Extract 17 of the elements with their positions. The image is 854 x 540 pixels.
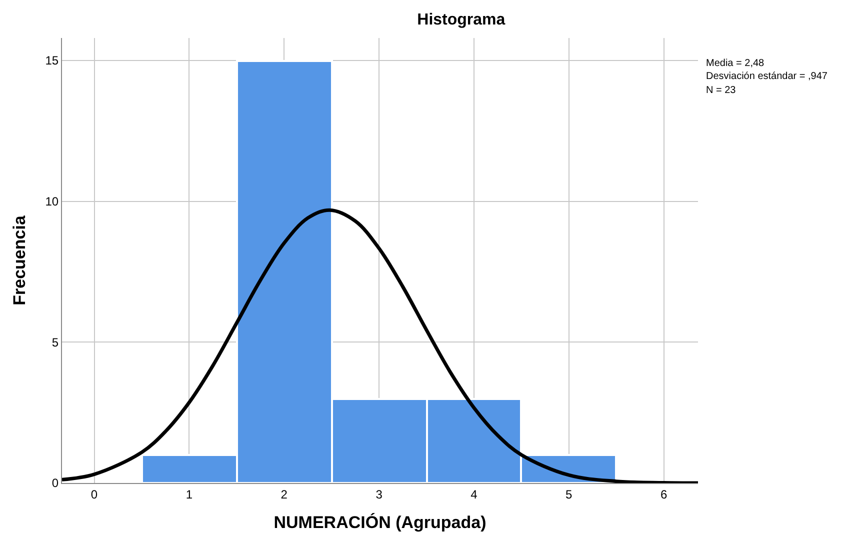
x-tick-label: 0 <box>90 487 98 502</box>
x-tick-label: 5 <box>566 487 573 502</box>
text: Desviación estándar = ,947 <box>706 71 828 82</box>
x-axis-title: NUMERACIÓN (Agrupada) <box>274 512 486 532</box>
y-tick-label: 5 <box>52 335 59 350</box>
x-tick-label: 2 <box>280 487 288 502</box>
x-tick-label: 6 <box>660 487 668 502</box>
x-tick-label: 4 <box>470 487 478 502</box>
y-tick-label: 0 <box>52 476 59 490</box>
x-tick-label: 3 <box>376 487 383 502</box>
chart-title: Histograma <box>417 12 506 29</box>
text: N = 23 <box>706 85 736 96</box>
y-tick-label: 10 <box>45 194 59 209</box>
y-axis-title: Frecuencia <box>10 215 29 306</box>
x-tick-label: 1 <box>186 487 193 502</box>
y-tick-label: 15 <box>45 54 59 68</box>
text: Media = 2,48 <box>706 58 765 69</box>
